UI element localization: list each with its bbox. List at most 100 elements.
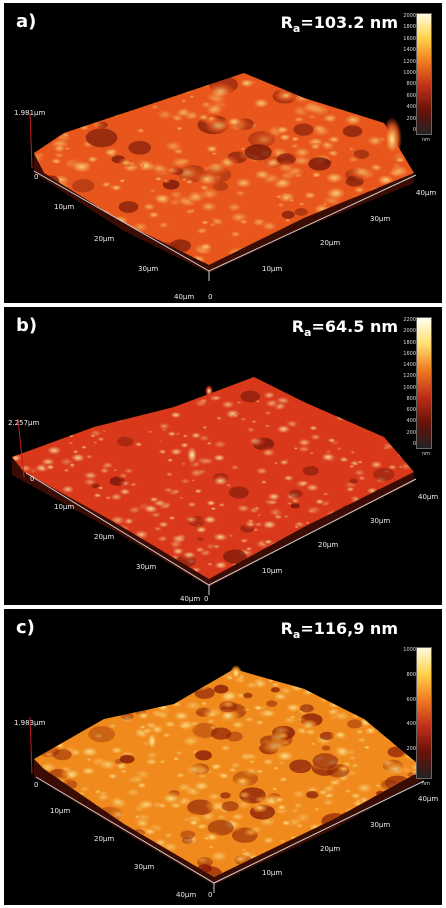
surface-grain [112, 881, 131, 893]
surface-grain [181, 837, 193, 844]
surface-grain [170, 581, 188, 592]
surface-grain [323, 219, 350, 235]
surface-grain [47, 240, 61, 248]
afm-panel-a: a) Ra=103.2 nm 2000 1800 1600 1400 1200 1000 8… [4, 3, 442, 303]
surface-grain [197, 669, 215, 676]
surface-grain [280, 857, 308, 874]
surface-grain [367, 73, 396, 88]
scale-tick: 1400 [403, 362, 416, 369]
surface-grain [329, 247, 341, 254]
height-color-scale [416, 647, 432, 779]
surface-grain [122, 542, 132, 548]
surface-grain [63, 248, 95, 265]
surface-grain [73, 718, 88, 728]
surface-grain [345, 852, 354, 858]
surface-grain [378, 440, 398, 453]
surface-grain [116, 682, 131, 691]
surface-grain [65, 247, 88, 261]
surface-grain [45, 709, 58, 717]
surface-grain [201, 73, 232, 78]
axis-right-40: 40µm [418, 493, 439, 501]
surface-grain [213, 684, 229, 694]
surface-grain [102, 74, 118, 84]
surface-grain [137, 99, 148, 106]
surface-grain [398, 798, 411, 806]
surface-grain [185, 385, 197, 392]
surface-grain [282, 377, 302, 387]
surface-grain [422, 864, 424, 877]
surface-grain [235, 776, 250, 786]
surface-grain [166, 154, 194, 171]
surface-grain [12, 410, 26, 419]
surface-grain [280, 473, 297, 483]
surface-grain [373, 782, 383, 789]
surface-grain [81, 274, 101, 286]
surface-grain [186, 669, 209, 677]
surface-grain [351, 212, 365, 221]
surface-grain [375, 262, 386, 265]
surface-grain [48, 819, 73, 835]
surface-grain [176, 681, 195, 692]
z-axis-line [29, 112, 33, 169]
height-color-scale [416, 13, 432, 135]
surface-grain [114, 758, 124, 764]
surface-grain [134, 710, 153, 721]
surface-grain [325, 436, 338, 444]
surface-grain [263, 490, 285, 503]
surface-grain [40, 885, 51, 892]
surface-grain [154, 702, 172, 713]
surface-grain [420, 578, 428, 583]
surface-grain [157, 439, 164, 444]
surface-grain [85, 128, 118, 148]
scale-tick: 400 [406, 721, 416, 728]
surface-grain [307, 432, 324, 443]
surface-grain [369, 860, 383, 869]
axis-left-20: 20µm [94, 835, 115, 843]
surface-grain [152, 671, 162, 677]
surface-grain [69, 533, 78, 538]
surface-grain [193, 679, 212, 691]
surface-grain [348, 449, 357, 455]
surface-grain [130, 78, 157, 94]
surface-grain [215, 770, 233, 781]
surface-grain [302, 726, 320, 738]
surface-grain [34, 669, 37, 679]
surface-grain [348, 693, 375, 709]
surface-grain [154, 77, 170, 87]
surface-grain [378, 879, 398, 891]
surface-grain [396, 237, 414, 257]
surface-grain [249, 73, 267, 76]
surface-grain [108, 183, 125, 193]
surface-grain [210, 542, 223, 551]
surface-grain [58, 110, 81, 125]
surface-grain [117, 177, 128, 184]
surface-grain [52, 741, 68, 751]
scale-tick: 1000 [403, 384, 416, 391]
surface-grain [34, 696, 37, 704]
surface-grain [331, 575, 353, 579]
surface-grain [396, 464, 405, 470]
surface-grain [66, 717, 85, 729]
surface-grain [180, 830, 196, 840]
surface-grain [322, 678, 349, 695]
surface-grain [388, 859, 402, 867]
axis-right-30: 30µm [370, 821, 391, 829]
surface-grain [194, 184, 225, 203]
surface-grain [105, 82, 120, 91]
surface-grain [334, 824, 362, 840]
surface-grain [34, 93, 43, 100]
surface-grain [60, 267, 81, 280]
surface-grain [76, 784, 93, 794]
surface-grain [337, 765, 350, 773]
surface-grain [339, 111, 368, 129]
surface-grain [312, 73, 342, 85]
surface-grain [174, 377, 193, 381]
surface-grain [34, 115, 51, 127]
surface-grain [289, 759, 312, 774]
surface-grain [278, 713, 301, 727]
surface-grain [52, 678, 76, 693]
surface-grain [350, 878, 372, 891]
surface-grain [181, 681, 197, 691]
axis-left-0: 0 [34, 173, 39, 181]
surface-grain [129, 679, 145, 690]
